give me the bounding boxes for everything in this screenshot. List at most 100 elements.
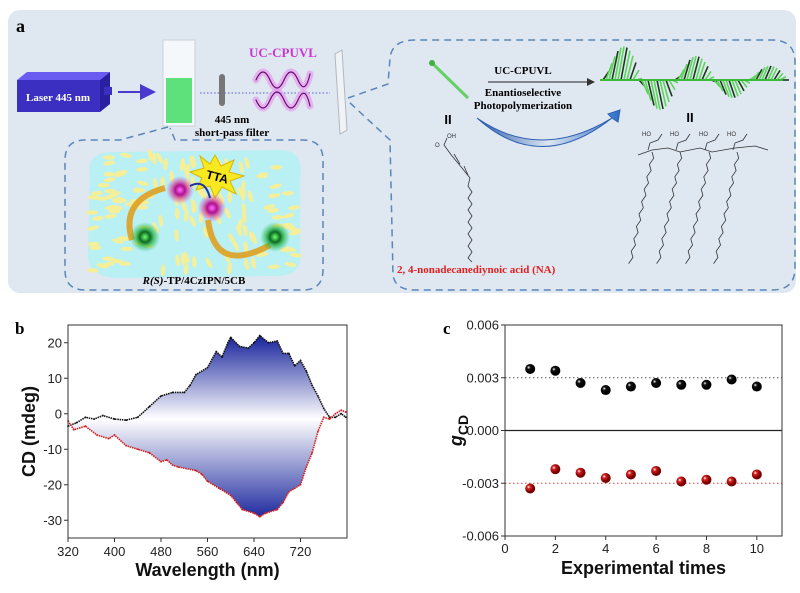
reaction-label-line1: Enantioselective [485,87,561,99]
gcd-point-red [726,476,737,487]
helix-strand [698,61,706,81]
lc-molecule [136,180,149,186]
annihilator-triplet-sphere [166,176,194,204]
lc-molecule [284,261,297,267]
sensitizer-sphere [260,222,290,252]
ho-label: HO [727,132,736,138]
energy-transfer-arrow-right [205,219,272,259]
monomer-equivalence-symbol: II [444,112,451,127]
lc-molecule [86,225,99,231]
cd-data-point [328,418,331,420]
sensitizer-sphere [130,222,160,252]
lc-molecule [179,157,185,170]
lc-molecule [147,149,153,161]
alkyl-chain [628,151,655,264]
o-label: O [435,143,440,149]
helix-strand [734,79,742,95]
system-label-italic: R(S) [142,275,164,287]
lc-molecule [191,201,197,214]
lc-molecule [288,205,301,210]
uc-cpuvl-label: UC-CPUVL [249,45,317,60]
helix-strand [668,79,676,91]
cd-curve-red [67,409,347,518]
lc-molecule [158,214,164,227]
polymerization-curved-arrow [476,109,621,147]
lc-molecule [136,167,149,172]
lc-molecule [112,238,124,244]
cd-data-point [194,469,197,472]
cd-data-point [229,494,232,497]
helix-strand [632,69,640,81]
helix-strand [680,63,688,81]
cd-data-point [194,373,197,376]
cd-data-point [189,384,191,387]
lc-molecule [102,256,115,261]
lc-molecule [109,191,121,197]
cd-data-point [317,395,319,397]
reaction-light-label: UC-CPUVL [494,65,551,77]
lc-molecule [115,197,127,203]
gcd-point-black [550,365,561,376]
tta-label: TTA [205,167,231,186]
gcd-point-red [701,474,712,485]
lc-molecule [103,172,116,177]
x-tick-label: 2 [552,541,559,556]
lc-molecule [174,229,179,242]
y-tick-label: -10 [43,442,62,457]
cd-data-point [177,466,180,468]
helix-strand [650,79,658,109]
x-tick-label: 720 [290,544,312,559]
cd-data-point [253,341,255,344]
lc-molecule [89,245,102,250]
y-tick-label: 0.003 [466,370,499,385]
y-tick-label: -0.006 [462,529,499,544]
x-tick-label: 6 [652,541,659,556]
lc-molecule [97,183,110,188]
helix-strand [728,79,736,98]
helix-strand [617,46,625,81]
monomer-rod-head [429,60,435,66]
cd-data-point [165,459,168,461]
panel-label-b: b [15,319,24,338]
helix-strand [773,69,781,81]
helix-strand [659,79,667,107]
gcd-point-red [550,464,561,475]
lc-molecule [135,158,148,164]
cd-data-point [305,370,308,373]
helix-strand [629,62,637,81]
lc-molecule [270,165,283,170]
cd-data-point [340,412,343,415]
reaction-label-line2: Photopolymerization [474,100,572,112]
ho-label: HO [670,132,679,138]
helix-strand [764,65,772,81]
helix-strand [716,79,724,92]
cd-data-point [101,414,104,417]
cd-data-point [93,418,96,420]
cd-data-point [160,395,162,397]
lc-molecule [256,173,269,179]
annihilator-triplet-sphere [198,194,226,222]
cuvette [162,39,196,127]
cd-data-point [344,416,347,419]
cd-data-point [125,419,128,422]
cd-data-point [276,340,279,342]
helix-strand [689,55,697,81]
alkyl-chain [713,151,740,264]
cd-data-point [113,434,116,436]
y-axis-label-subscript: CD [455,415,471,435]
helix-strand [776,72,784,81]
cd-data-point [200,473,203,475]
cd-data-point [322,407,325,410]
cd-data-point [287,490,290,493]
circularly-polarized-light-waves-icon [252,68,314,112]
helix-strand [641,79,649,95]
filter-label-line2: short-pass filter [195,127,269,139]
lc-molecule [86,268,99,273]
lc-molecule [267,208,280,213]
gcd-point-red [651,465,662,476]
helix-strand [701,66,709,81]
cd-data-point [253,512,255,515]
carboxyl-side-group [647,133,663,151]
helix-strand [755,68,763,81]
cd-data-point [264,512,267,515]
